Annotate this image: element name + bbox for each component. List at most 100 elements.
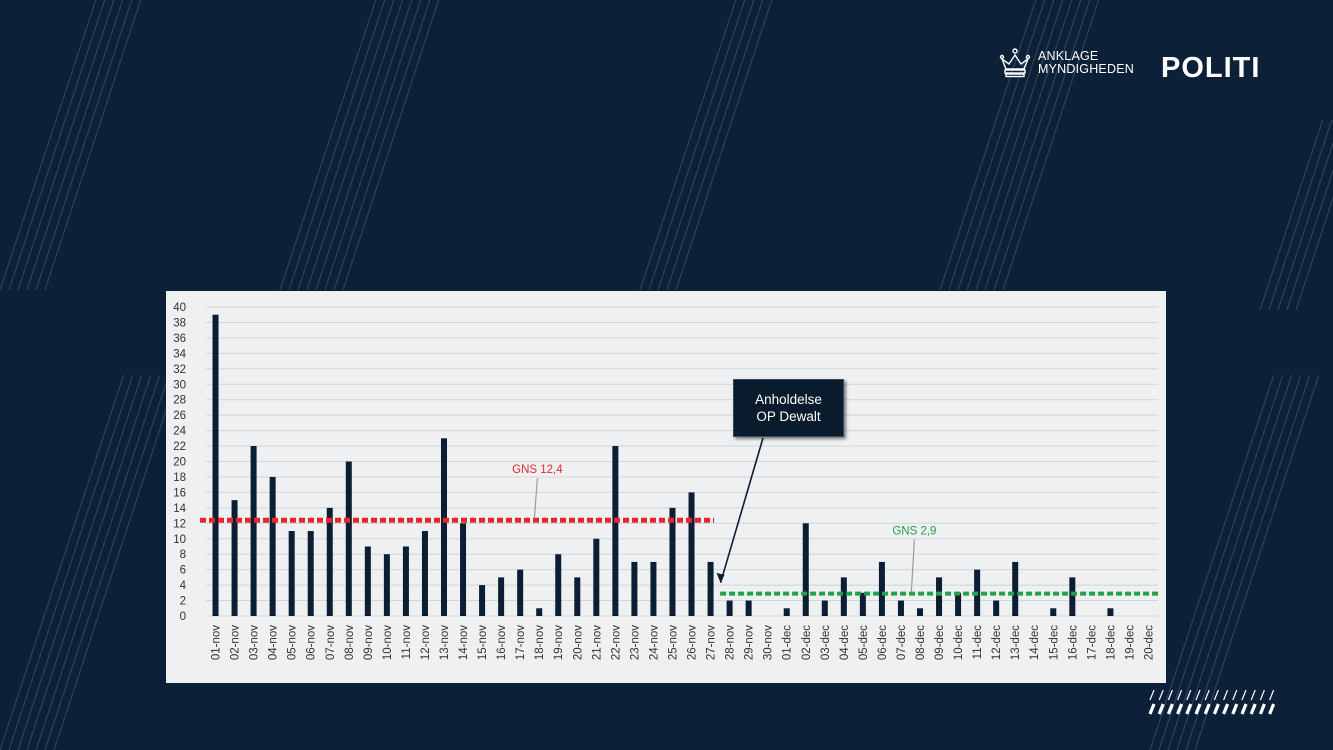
- x-tick-label: 29-nov: [744, 625, 756, 660]
- bar: [212, 314, 219, 616]
- stripe-line: [26, 374, 152, 750]
- logo-text-line1: ANKLAGE: [1038, 49, 1099, 63]
- slash-top: [1259, 690, 1265, 701]
- x-tick-label: 08-dec: [915, 625, 927, 660]
- slash-top: [1232, 690, 1238, 701]
- stripe-line: [53, 374, 179, 750]
- y-tick-label: 16: [173, 487, 186, 499]
- slash-bottom: [1148, 703, 1156, 715]
- bar: [441, 438, 447, 616]
- stripe-line: [306, 0, 404, 291]
- annotation-line1: Anholdelse: [755, 392, 822, 407]
- bar: [650, 561, 657, 616]
- bar: [802, 523, 809, 616]
- slash-top: [1177, 690, 1183, 701]
- stripe-line: [26, 0, 124, 291]
- x-tick-label: 12-dec: [991, 625, 1003, 660]
- stripe-line: [1149, 374, 1275, 750]
- y-tick-label: 34: [173, 348, 186, 360]
- anklagemyndigheden-logo: ANKLAGE MYNDIGHEDEN: [998, 46, 1134, 80]
- x-tick-label: 09-nov: [363, 625, 375, 660]
- stripe-line: [0, 374, 125, 750]
- stripe-line: [1158, 374, 1284, 750]
- stripe-line: [984, 0, 1082, 291]
- slash-bottom: [1240, 703, 1248, 715]
- bar: [1107, 608, 1114, 616]
- x-tick-label: 27-nov: [706, 625, 718, 660]
- stripe-line: [675, 0, 773, 291]
- y-tick-label: 38: [173, 317, 186, 329]
- annotation-line2: OP Dewalt: [756, 409, 821, 424]
- stripe-line: [0, 0, 97, 291]
- x-tick-label: 06-nov: [306, 625, 318, 660]
- stripe-line: [8, 0, 106, 291]
- slash-top: [1195, 690, 1201, 701]
- bar: [878, 561, 885, 616]
- x-tick-label: 14-dec: [1029, 625, 1041, 660]
- slash-bottom: [1212, 703, 1220, 715]
- bar: [1069, 577, 1076, 616]
- stripe-line: [35, 374, 161, 750]
- slash-top: [1204, 690, 1210, 701]
- x-tick-label: 24-nov: [648, 625, 660, 660]
- stripe-line: [279, 0, 377, 291]
- stripe-line: [1002, 0, 1100, 291]
- y-tick-label: 8: [180, 549, 186, 561]
- bar: [821, 600, 828, 616]
- stripe-line: [17, 374, 143, 750]
- stripe-line: [639, 0, 737, 291]
- stripe-line: [939, 0, 1037, 291]
- y-tick-label: 14: [173, 503, 186, 515]
- x-tick-label: 09-dec: [934, 625, 946, 660]
- x-tick-label: 20-nov: [572, 625, 584, 660]
- x-tick-label: 02-nov: [230, 625, 242, 660]
- x-tick-label: 13-dec: [1010, 625, 1022, 660]
- politi-logo: POLITI: [1161, 52, 1261, 84]
- bar: [536, 608, 543, 616]
- slash-top: [1149, 690, 1155, 701]
- stripe-line: [297, 0, 395, 291]
- stripe-line: [1167, 374, 1293, 750]
- bar: [707, 561, 714, 616]
- stripe-line: [657, 0, 755, 291]
- bar: [421, 531, 428, 616]
- bar: [993, 600, 1000, 616]
- x-tick-label: 14-nov: [458, 625, 470, 660]
- x-tick-label: 16-dec: [1067, 625, 1079, 660]
- y-tick-label: 32: [173, 364, 186, 376]
- stripe-line: [1286, 168, 1333, 311]
- bar: [231, 500, 238, 616]
- x-tick-label: 08-nov: [344, 625, 356, 660]
- x-tick-label: 07-nov: [325, 625, 337, 660]
- x-tick-label: 02-dec: [801, 625, 813, 660]
- y-tick-label: 24: [173, 426, 186, 438]
- stripe-line: [8, 374, 134, 750]
- bar: [726, 600, 733, 616]
- x-tick-label: 16-nov: [496, 625, 508, 660]
- crown-icon: [999, 48, 1031, 78]
- bar: [859, 592, 866, 616]
- stripe-line: [315, 0, 413, 291]
- bar: [936, 577, 943, 616]
- bar: [1050, 608, 1057, 616]
- stripe-line: [44, 374, 170, 750]
- bar: [783, 608, 790, 616]
- y-tick-label: 20: [173, 457, 186, 469]
- bar: [955, 592, 962, 616]
- x-tick-label: 25-nov: [667, 625, 679, 660]
- stripe-line: [17, 0, 115, 291]
- bar: [269, 476, 276, 616]
- stripe-line: [1176, 374, 1302, 750]
- x-tick-label: 19-nov: [553, 625, 565, 660]
- bar: [326, 507, 333, 616]
- x-tick-label: 18-nov: [534, 625, 546, 660]
- average-label: GNS 2,9: [892, 526, 936, 538]
- bar: [688, 492, 695, 616]
- stripe-line: [324, 0, 422, 291]
- x-tick-label: 03-dec: [820, 625, 832, 660]
- slash-bottom: [1258, 703, 1266, 715]
- x-tick-label: 07-dec: [896, 625, 908, 660]
- bar: [498, 577, 505, 616]
- y-tick-label: 40: [173, 302, 186, 314]
- bar: [669, 507, 676, 616]
